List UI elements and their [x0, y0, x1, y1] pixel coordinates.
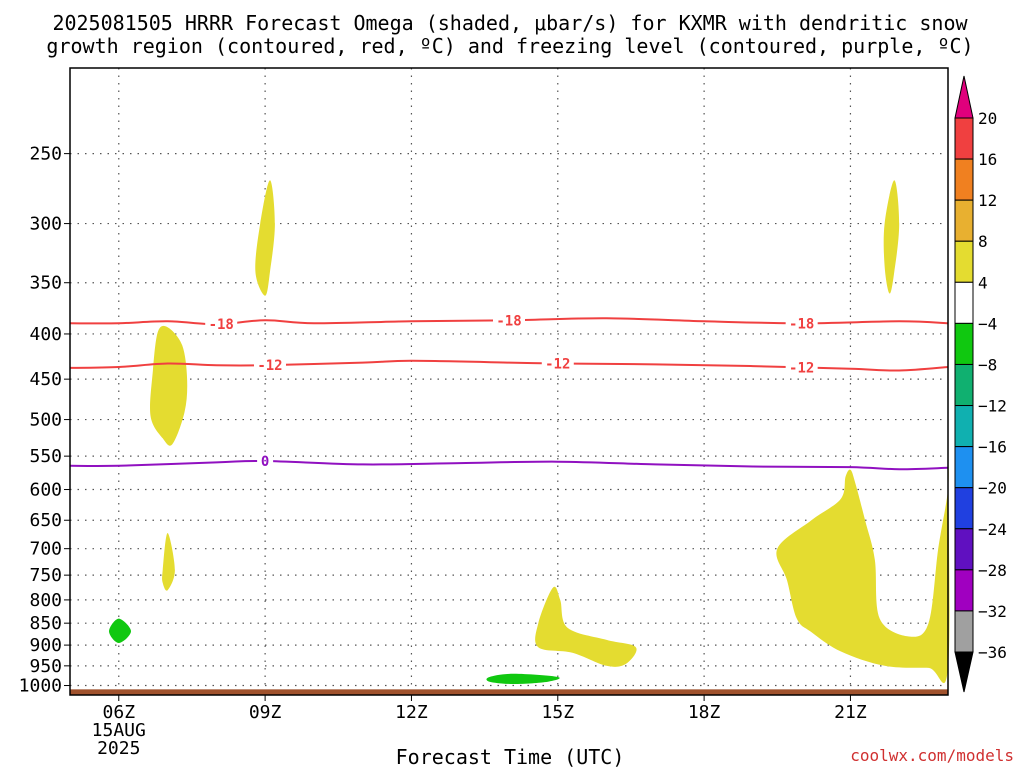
y-tick-label: 700: [29, 539, 62, 560]
colorbar-label: −8: [978, 355, 997, 374]
omega-shading: [109, 180, 950, 684]
colorbar-label: −36: [978, 643, 1007, 662]
x-axis-title: Forecast Time (UTC): [396, 745, 625, 768]
colorbar-swatch: [954, 610, 974, 653]
colorbar-label: 16: [978, 150, 997, 169]
colorbar-swatch: [954, 322, 974, 365]
watermark-text: coolwx.com/models: [850, 746, 1014, 765]
plot-frame: [69, 67, 949, 696]
x-tick-label: 18Z: [688, 702, 721, 723]
colorbar-swatch: [954, 487, 974, 530]
colorbar-label: −12: [978, 397, 1007, 416]
colorbar-bottom-arrow: [954, 651, 974, 693]
plot-area: -18 -18 -18 -12 -12 -12 0: [69, 67, 950, 696]
colorbar-label: −20: [978, 479, 1007, 498]
chart-title-line-2: growth region (contoured, red, ºC) and f…: [46, 34, 973, 58]
omega-positive-region-3: [162, 533, 175, 591]
y-tick-label: 350: [29, 273, 62, 294]
snow-growth-minus12-label: -12: [545, 356, 570, 372]
colorbar-label: −16: [978, 438, 1007, 457]
chart-title-line-1: 2025081505 HRRR Forecast Omega (shaded, …: [52, 11, 968, 35]
y-tick-label: 300: [29, 214, 62, 235]
snow-growth-minus12-contour: [69, 359, 949, 372]
omega-colorbar: 20 16 12 8 4 −4 −8 −12 −16 −20 −24 −28 −32 −36: [954, 75, 1007, 693]
colorbar-swatch: [954, 240, 974, 283]
y-tick-label: 850: [29, 613, 62, 634]
y-tick-label: 500: [29, 410, 62, 431]
ground-layer: [70, 689, 948, 695]
contour-label-background: [493, 312, 525, 329]
colorbar-swatch: [954, 199, 974, 242]
colorbar-swatch: [954, 528, 974, 571]
omega-positive-region-6: [776, 442, 950, 684]
colorbar-swatch: [954, 446, 974, 489]
x-tick-label: 09Z: [249, 702, 282, 723]
colorbar-swatch: [954, 363, 974, 407]
colorbar-swatch: [954, 158, 974, 201]
contour-label-background: [205, 315, 238, 332]
colorbar-label: 20: [978, 109, 997, 128]
snow-growth-minus18-label: -18: [496, 313, 521, 329]
x-tick-date-label: 15AUG: [92, 720, 146, 741]
freezing-level-label: 0: [261, 454, 269, 470]
y-tick-label: 900: [29, 635, 62, 656]
y-tick-label: 1000: [19, 676, 62, 697]
contour-lines: -18 -18 -18 -12 -12 -12 0: [69, 312, 949, 471]
snow-growth-minus12-label: -12: [789, 360, 814, 376]
contour-label-background: [253, 357, 286, 374]
y-axis-pressure: 2503003504004505005506006507007508008509…: [19, 144, 70, 697]
x-tick-label: 15Z: [542, 702, 575, 723]
colorbar-label: −32: [978, 602, 1007, 621]
contour-label-background: [541, 355, 574, 372]
omega-positive-region-5: [535, 586, 637, 667]
y-tick-label: 250: [29, 144, 62, 165]
y-tick-label: 800: [29, 590, 62, 611]
omega-positive-region-4: [883, 180, 900, 294]
colorbar-label: −28: [978, 561, 1007, 580]
x-tick-label: 12Z: [395, 702, 428, 723]
y-tick-label: 950: [29, 656, 62, 677]
y-tick-label: 400: [29, 324, 62, 345]
freezing-level-contour: [69, 459, 949, 471]
y-tick-label: 550: [29, 446, 62, 467]
omega-negative-region-1: [109, 618, 131, 643]
omega-positive-region-1: [255, 180, 275, 296]
omega-positive-region-2: [150, 325, 188, 446]
y-tick-label: 600: [29, 480, 62, 501]
snow-growth-minus12-label: -12: [257, 358, 282, 374]
colorbar-swatch: [954, 281, 974, 324]
y-tick-label: 750: [29, 565, 62, 586]
colorbar-swatch: [954, 117, 974, 160]
contour-label-background: [257, 452, 274, 469]
ground-surface: [70, 689, 948, 695]
colorbar-top-arrow: [954, 75, 974, 119]
omega-negative-region-2: [486, 673, 560, 684]
colorbar-label: 4: [978, 273, 988, 292]
snow-growth-minus18-label: -18: [789, 316, 814, 332]
colorbar-swatch: [954, 569, 974, 612]
colorbar-swatch: [954, 405, 974, 448]
colorbar-label: 12: [978, 191, 997, 210]
y-tick-label: 450: [29, 369, 62, 390]
colorbar-label: −4: [978, 314, 997, 333]
colorbar-label: −24: [978, 520, 1007, 539]
contour-label-background: [785, 315, 818, 332]
x-tick-year-label: 2025: [97, 738, 140, 759]
y-tick-label: 650: [29, 510, 62, 531]
x-tick-label: 06Z: [103, 702, 136, 723]
contour-label-background: [785, 359, 818, 376]
snow-growth-minus18-label: -18: [209, 317, 234, 333]
colorbar-label: 8: [978, 232, 988, 251]
x-tick-label: 21Z: [834, 702, 867, 723]
